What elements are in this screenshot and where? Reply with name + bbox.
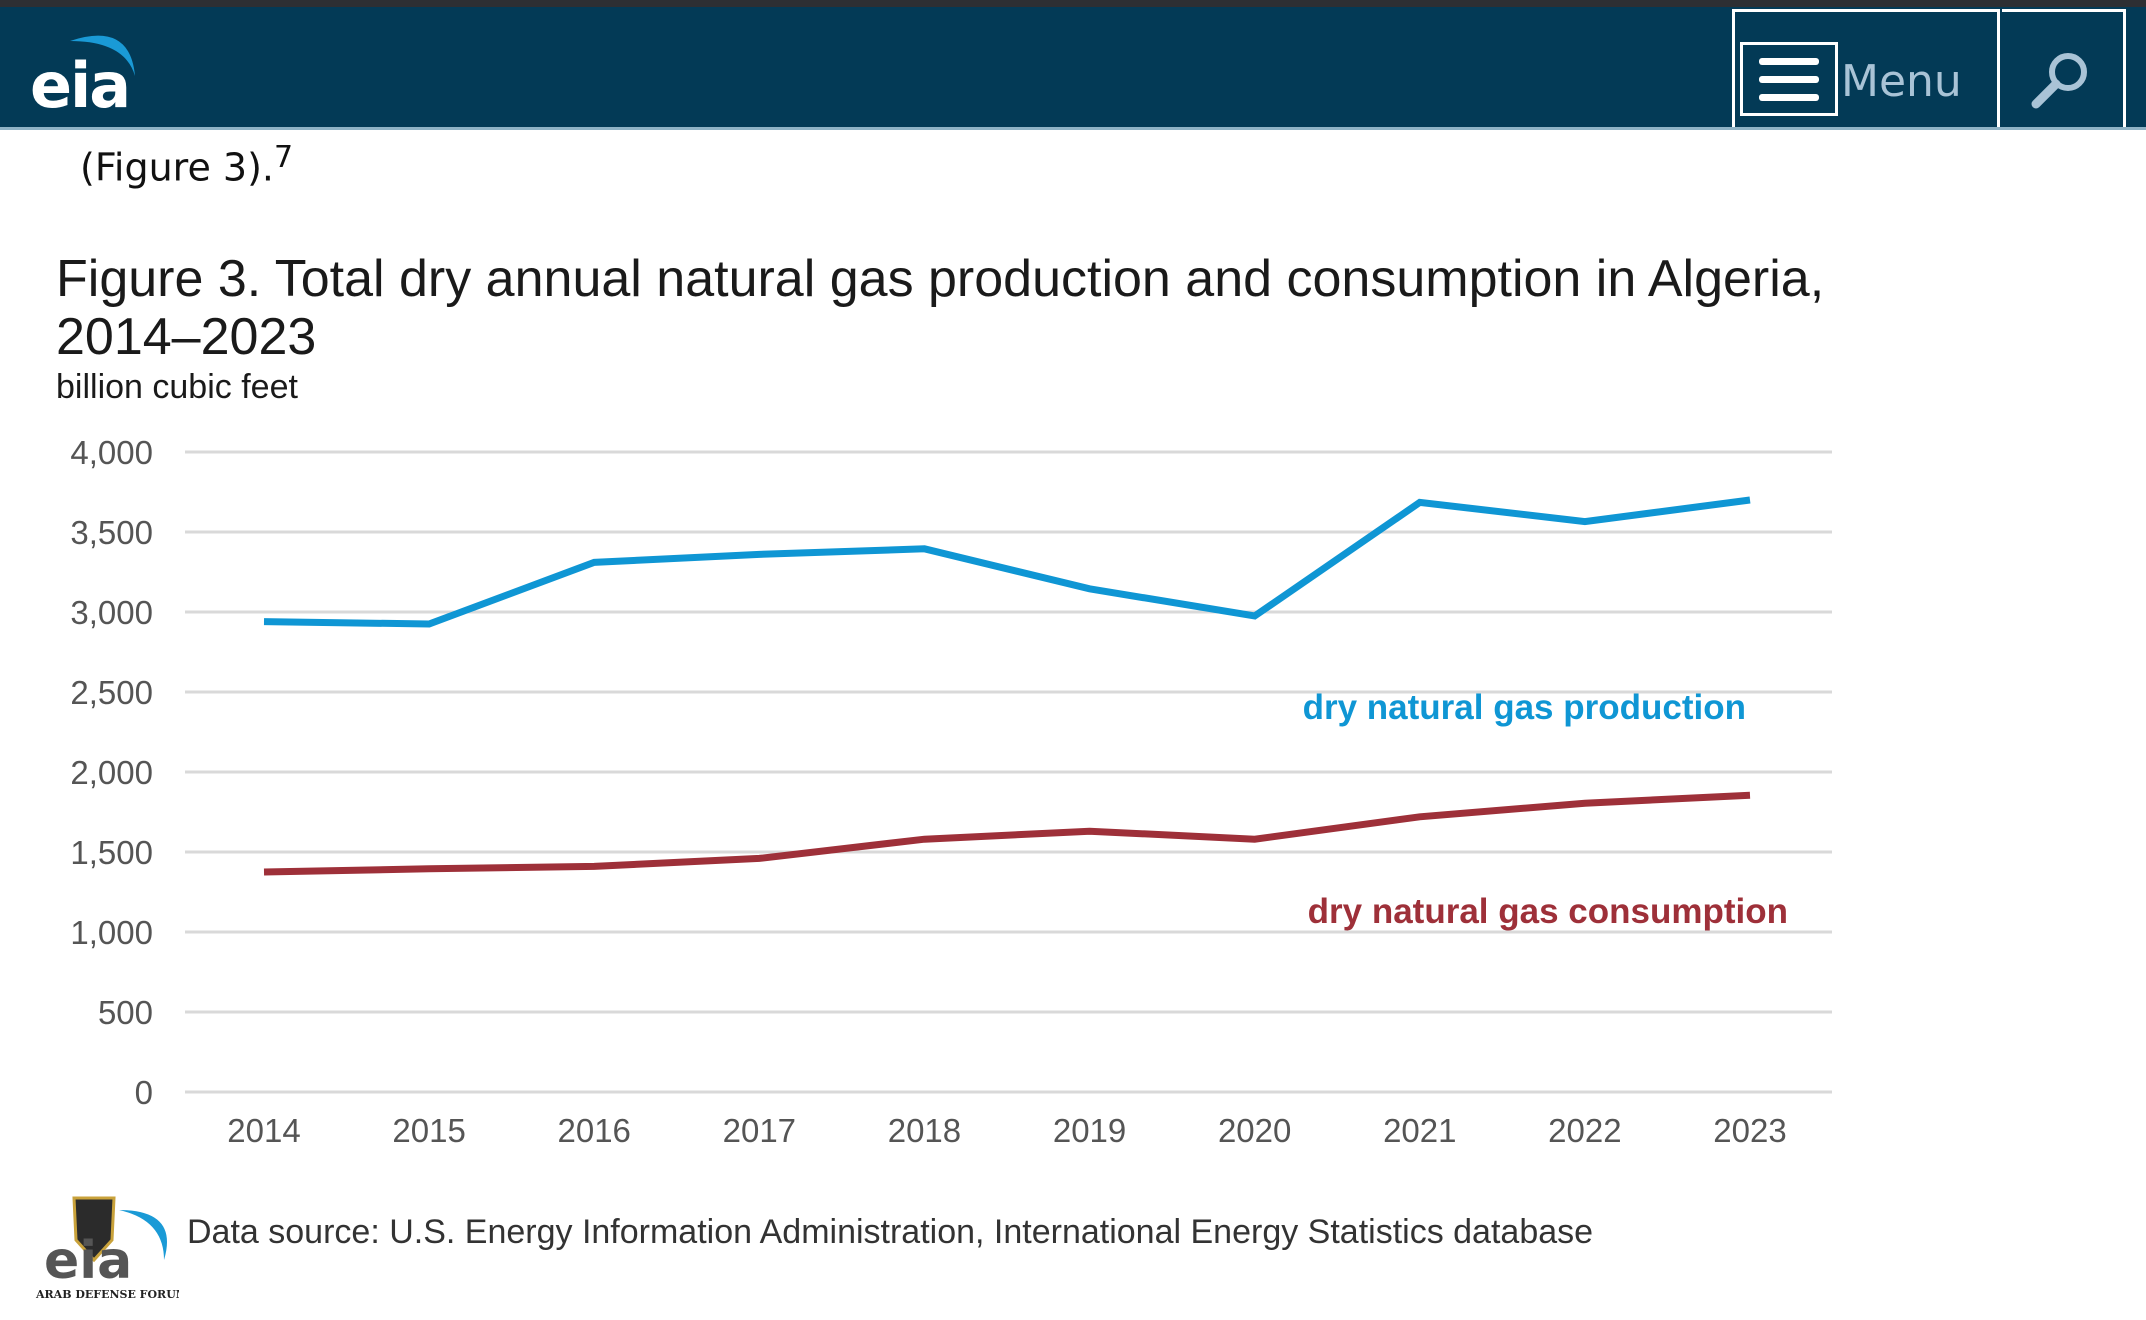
x-tick-label: 2020 [1218, 1112, 1291, 1149]
y-tick-label: 3,000 [70, 594, 153, 631]
svg-text:ARAB DEFENSE FORUM: ARAB DEFENSE FORUM [35, 1288, 179, 1301]
y-tick-label: 4,000 [70, 434, 153, 471]
y-tick-label: 1,000 [70, 914, 153, 951]
series-line-production [264, 500, 1750, 624]
y-tick-label: 2,500 [70, 674, 153, 711]
y-tick-label: 1,500 [70, 834, 153, 871]
watermark-shield-icon: eia ARAB DEFENSE FORUM [14, 1190, 179, 1315]
x-tick-label: 2018 [888, 1112, 961, 1149]
x-tick-label: 2022 [1548, 1112, 1621, 1149]
x-tick-label: 2016 [558, 1112, 631, 1149]
footer-logo: eia ARAB DEFENSE FORUM [14, 1190, 179, 1315]
x-tick-label: 2019 [1053, 1112, 1126, 1149]
x-tick-label: 2023 [1713, 1112, 1786, 1149]
y-tick-label: 3,500 [70, 514, 153, 551]
x-tick-label: 2017 [723, 1112, 796, 1149]
series-label-production: dry natural gas production [1303, 688, 1746, 727]
svg-text:eia: eia [44, 1231, 132, 1291]
series-label-consumption: dry natural gas consumption [1308, 892, 1788, 931]
data-source: Data source: U.S. Energy Information Adm… [187, 1213, 1593, 1252]
x-tick-label: 2015 [392, 1112, 465, 1149]
x-tick-label: 2021 [1383, 1112, 1456, 1149]
y-tick-label: 2,000 [70, 754, 153, 791]
series-line-consumption [264, 795, 1750, 872]
y-tick-label: 0 [135, 1074, 153, 1111]
y-tick-label: 500 [98, 994, 153, 1031]
x-tick-label: 2014 [227, 1112, 300, 1149]
